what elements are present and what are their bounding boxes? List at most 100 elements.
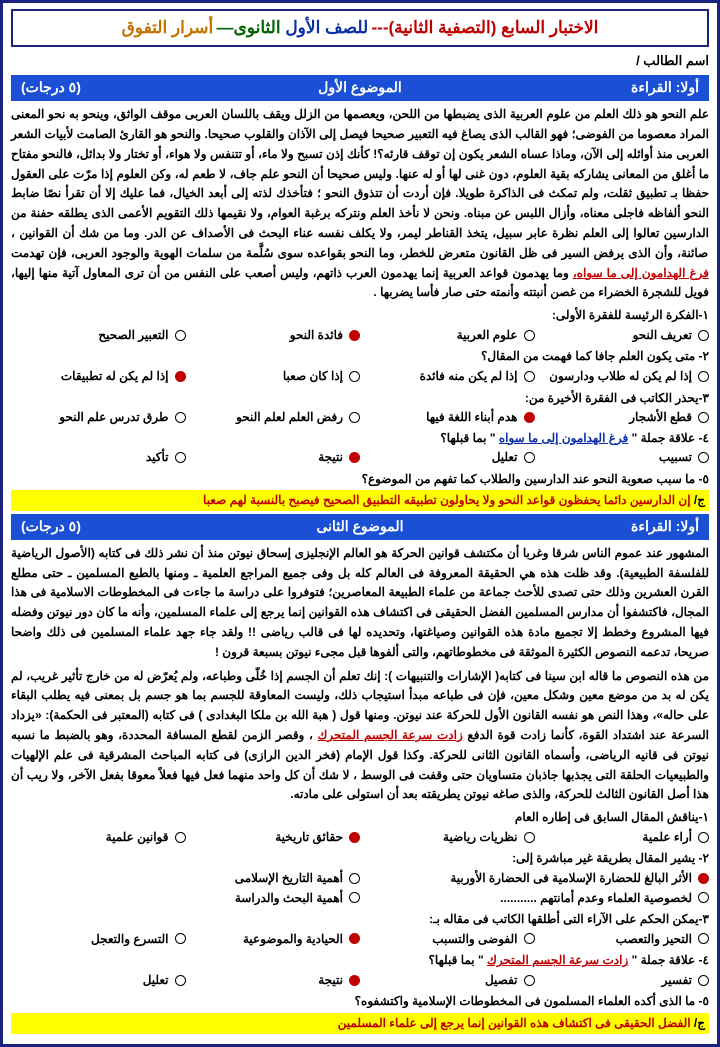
bar1-center: الموضوع الأول — [189, 77, 532, 99]
option-label: التحيز والتعصب — [616, 930, 692, 949]
option-label: قطع الأشجار — [629, 408, 692, 427]
q1-options: تعريف النحوعلوم العربية فائدة النحو التعبي… — [11, 326, 709, 345]
radio-icon[interactable] — [524, 412, 535, 423]
radio-icon[interactable] — [698, 975, 709, 986]
radio-icon[interactable] — [175, 933, 186, 944]
option[interactable]: إذا كان صعبا — [186, 367, 361, 386]
radio-icon[interactable] — [349, 892, 360, 903]
radio-icon[interactable] — [349, 933, 360, 944]
option-label: نتيجة — [318, 971, 343, 990]
option[interactable]: هدم أبناء اللغة فيها — [360, 408, 535, 427]
option[interactable]: فائدة النحو — [186, 326, 361, 345]
bar1-right: أولا: القراءة — [532, 77, 704, 99]
option[interactable]: نتيجة — [186, 971, 361, 990]
option[interactable]: إذا لم يكن له طلاب ودارسون — [535, 367, 710, 386]
section-bar-2: أولا: القراءة الموضوع الثانى (٥ درجات) — [11, 514, 709, 540]
section-bar-1: أولا: القراءة الموضوع الأول (٥ درجات) — [11, 75, 709, 101]
option[interactable]: علوم العربية — [360, 326, 535, 345]
q7-opt-d: أهمية البحث والدراسة — [235, 889, 343, 908]
option[interactable]: تسبيب — [535, 448, 710, 467]
option-label: إذا لم يكن له طلاب ودارسون — [549, 367, 692, 386]
radio-icon[interactable] — [175, 412, 186, 423]
option-label: فائدة النحو — [290, 326, 343, 345]
q9-uline: زادت سرعة الجسم المتحرك — [487, 953, 628, 967]
q4-uline: فرغ الهدامون إلى ما سواه — [499, 431, 628, 445]
option[interactable]: التسرع والتعجل — [11, 930, 186, 949]
radio-icon[interactable] — [698, 832, 709, 843]
option-label: نظريات رياضية — [443, 828, 517, 847]
option-label: نتيجة — [318, 448, 343, 467]
title-part4: أسرار التفوق — [122, 18, 214, 37]
option[interactable]: إذا لم يكن منه فائدة — [360, 367, 535, 386]
radio-icon[interactable] — [524, 933, 535, 944]
radio-icon[interactable] — [175, 832, 186, 843]
bar2-right: أولا: القراءة — [532, 516, 704, 538]
radio-icon[interactable] — [175, 371, 186, 382]
option[interactable]: حقائق تاريخية — [186, 828, 361, 847]
radio-icon[interactable] — [524, 832, 535, 843]
option[interactable]: التعبير الصحيح — [11, 326, 186, 345]
option[interactable]: الفوضى والتسبب — [360, 930, 535, 949]
option[interactable]: تأكيد — [11, 448, 186, 467]
radio-icon[interactable] — [524, 330, 535, 341]
option[interactable]: تفسير — [535, 971, 710, 990]
q7-opt-b: أهمية التاريخ الإسلامى — [235, 869, 343, 888]
passage1-underline: فرغ الهدامون إلى ما سواه، — [573, 266, 709, 280]
option[interactable]: طرق تدرس علم النحو — [11, 408, 186, 427]
option-label: الفوضى والتسبب — [432, 930, 517, 949]
option[interactable]: التحيز والتعصب — [535, 930, 710, 949]
option[interactable]: نتيجة — [186, 448, 361, 467]
title-part3: الثانوى— — [217, 18, 281, 37]
option[interactable]: الحيادية والموضوعية — [186, 930, 361, 949]
radio-icon[interactable] — [698, 892, 709, 903]
radio-icon[interactable] — [698, 412, 709, 423]
passage-2b: من هذه النصوص ما قاله ابن سينا فى كتابه(… — [11, 667, 709, 806]
option[interactable]: نظريات رياضية — [360, 828, 535, 847]
option-label: رفض العلم لعلم النحو — [236, 408, 343, 427]
option-label: تأكيد — [146, 448, 169, 467]
radio-icon[interactable] — [175, 975, 186, 986]
radio-icon[interactable] — [698, 452, 709, 463]
option[interactable]: إذا لم يكن له تطبيقات — [11, 367, 186, 386]
option-label: تسبيب — [659, 448, 692, 467]
radio-icon[interactable] — [349, 975, 360, 986]
radio-icon[interactable] — [524, 975, 535, 986]
title-part2: للصف الأول — [281, 18, 369, 37]
radio-icon[interactable] — [698, 371, 709, 382]
radio-icon[interactable] — [524, 371, 535, 382]
radio-icon[interactable] — [349, 452, 360, 463]
option[interactable]: تعليل — [11, 971, 186, 990]
radio-icon[interactable] — [698, 330, 709, 341]
q2-head: ٢- متى يكون العلم جافا كما فهمت من المقا… — [11, 347, 709, 366]
q7-row2: لخصوصية العلماء وعدم أمانتهم ...........… — [11, 889, 709, 908]
answer1-text: إن الدارسين دائما يحفظون قواعد النحو ولا… — [203, 493, 691, 507]
option-label: تعليل — [143, 971, 169, 990]
radio-icon[interactable] — [349, 330, 360, 341]
radio-icon[interactable] — [349, 412, 360, 423]
option[interactable]: تعريف النحو — [535, 326, 710, 345]
radio-icon[interactable] — [349, 371, 360, 382]
option[interactable]: تفصيل — [360, 971, 535, 990]
option[interactable]: تعليل — [360, 448, 535, 467]
answer-1: ج/ إن الدارسين دائما يحفظون قواعد النحو … — [11, 490, 709, 511]
q9-head: ٤- علاقة جملة " زادت سرعة الجسم المتحرك … — [11, 951, 709, 970]
exam-page: الاختبار السابع (التصفية الثانية)--- للص… — [0, 0, 720, 1047]
option[interactable]: رفض العلم لعلم النحو — [186, 408, 361, 427]
radio-icon[interactable] — [175, 330, 186, 341]
radio-icon[interactable] — [524, 452, 535, 463]
radio-icon[interactable] — [698, 933, 709, 944]
radio-icon[interactable] — [349, 832, 360, 843]
radio-icon[interactable] — [698, 873, 709, 884]
option[interactable]: قطع الأشجار — [535, 408, 710, 427]
radio-icon[interactable] — [175, 452, 186, 463]
bar1-left: (٥ درجات) — [17, 77, 189, 99]
option[interactable]: قوانين علمية — [11, 828, 186, 847]
q9-options: تفسيرتفصيل نتيجة تعليل — [11, 971, 709, 990]
answer1-prefix: ج/ — [691, 493, 705, 507]
q7-opt-a: الأثر البالغ للحضارة الإسلامية فى الحضار… — [450, 869, 692, 888]
option-label: الحيادية والموضوعية — [243, 930, 343, 949]
option[interactable]: أراء علمية — [535, 828, 710, 847]
passage-1: علم النحو هو ذلك العلم من علوم العربية ا… — [11, 105, 709, 303]
q3-head: ٣-يحذر الكاتب فى الفقرة الأخيرة من: — [11, 389, 709, 408]
radio-icon[interactable] — [349, 873, 360, 884]
